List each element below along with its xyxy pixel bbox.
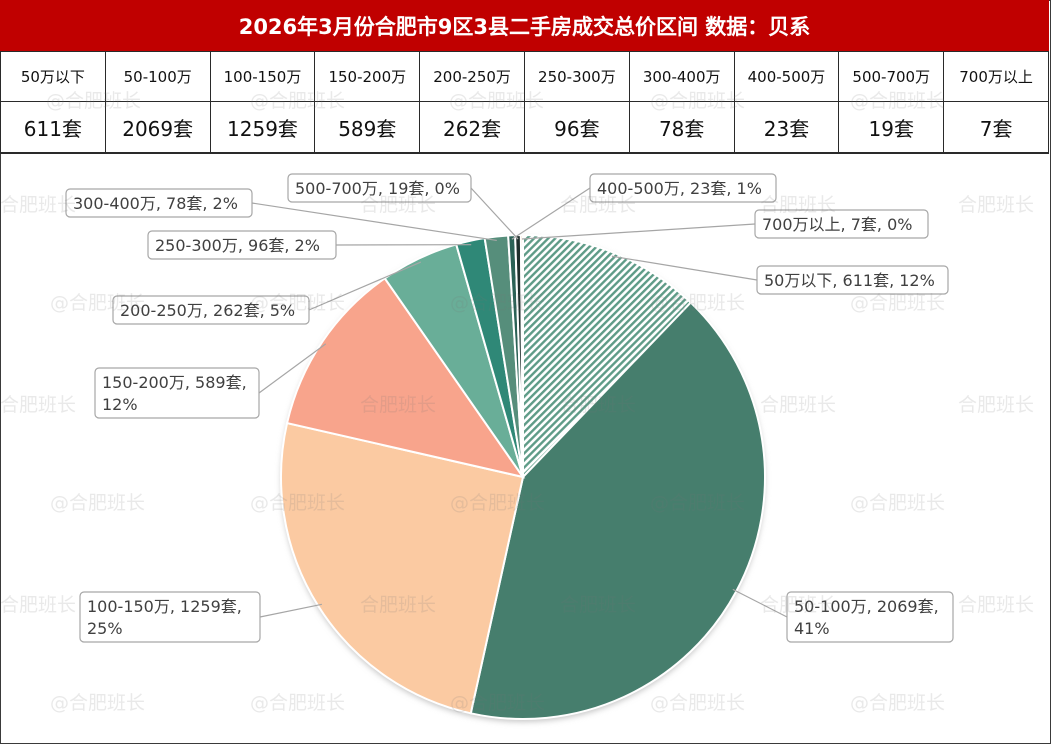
chart-title: 2026年3月份合肥市9区3县二手房成交总价区间 数据：贝系 (0, 0, 1049, 52)
data-label-text: 50-100万, 2069套, (794, 597, 939, 616)
label-leader-lines (251, 187, 788, 618)
data-label-text: 50万以下, 611套, 12% (764, 271, 935, 290)
summary-value-cell: 1259套 (209, 101, 316, 153)
data-label-box (756, 265, 949, 295)
data-label-box (112, 295, 310, 325)
summary-header-row: 50万以下 50-100万 100-150万 150-200万 200-250万… (0, 51, 1049, 102)
summary-value-cell: 262套 (419, 101, 525, 153)
summary-value-cell: 7套 (943, 101, 1049, 153)
summary-value-cell: 19套 (838, 101, 945, 153)
summary-header-cell: 200-250万 (419, 51, 525, 102)
summary-value-cell: 23套 (733, 101, 840, 153)
pie-slices (280, 233, 766, 720)
data-label-6: 300-400万, 78套, 2% (65, 188, 253, 218)
data-label-box (94, 367, 260, 419)
data-label-text: 200-250万, 262套, 5% (120, 301, 295, 320)
leader-line-8 (470, 187, 519, 240)
data-label-text: 700万以上, 7套, 0% (762, 215, 912, 234)
data-label-text: 41% (794, 619, 830, 638)
data-label-box (589, 173, 777, 203)
chart-title-text: 2026年3月份合肥市9区3县二手房成交总价区间 数据：贝系 (238, 14, 811, 39)
summary-header-cell: 300-400万 (628, 51, 735, 102)
data-label-box (65, 188, 253, 218)
data-label-box (287, 173, 472, 203)
summary-header-cell: 700万以上 (943, 51, 1049, 102)
data-label-9: 700万以上, 7套, 0% (754, 209, 929, 239)
data-label-box (754, 209, 929, 239)
data-label-8: 500-700万, 19套, 0% (287, 173, 472, 203)
data-label-box (786, 591, 954, 643)
summary-header-cell: 250-300万 (523, 51, 630, 102)
summary-header-cell: 150-200万 (314, 51, 421, 102)
leader-line-4 (308, 261, 422, 311)
data-label-box (147, 230, 337, 260)
data-label-text: 250-300万, 96套, 2% (155, 236, 320, 255)
summary-header-cell: 50-100万 (104, 51, 211, 102)
pie-slice-3 (285, 276, 526, 479)
summary-header-cell: 100-150万 (209, 51, 316, 102)
summary-table: 50万以下 50-100万 100-150万 150-200万 200-250万… (0, 51, 1049, 153)
summary-header-cell: 50万以下 (0, 51, 106, 102)
data-label-text: 12% (102, 395, 138, 414)
leader-line-6 (251, 202, 497, 242)
pie-chart: 50万以下, 611套, 12% 50-100万, 2069套, 41% 100-15… (65, 173, 954, 722)
table-divider (0, 152, 1049, 154)
leader-line-1 (732, 588, 788, 618)
summary-value-cell: 611套 (0, 101, 106, 153)
summary-value-cell: 589套 (314, 101, 421, 153)
leader-line-9 (521, 223, 756, 240)
data-labels: 50万以下, 611套, 12% 50-100万, 2069套, 41% 100-15… (65, 173, 954, 643)
leader-line-7 (511, 187, 591, 240)
data-label-3: 150-200万, 589套, 12% (94, 367, 260, 419)
pie-slice-9 (519, 233, 524, 478)
pie-slice-2 (280, 421, 525, 715)
leader-line-2 (259, 603, 323, 618)
leader-line-0 (611, 255, 758, 281)
summary-value-row: 611套 2069套 1259套 589套 262套 96套 78套 23套 1… (0, 101, 1049, 153)
data-label-text: 300-400万, 78套, 2% (73, 194, 238, 213)
summary-header-cell: 400-500万 (733, 51, 840, 102)
data-label-text: 400-500万, 23套, 1% (597, 179, 762, 198)
data-label-5: 250-300万, 96套, 2% (147, 230, 337, 260)
data-label-text: 100-150万, 1259套, (87, 597, 242, 616)
summary-value-cell: 2069套 (104, 101, 211, 153)
summary-header-cell: 500-700万 (838, 51, 945, 102)
data-label-text: 150-200万, 589套, (102, 373, 247, 392)
data-label-text: 500-700万, 19套, 0% (295, 179, 460, 198)
summary-value-cell: 96套 (523, 101, 630, 153)
data-label-2: 100-150万, 1259套, 25% (79, 591, 261, 643)
data-label-1: 50-100万, 2069套, 41% (786, 591, 954, 643)
leader-line-3 (258, 343, 327, 394)
data-label-0: 50万以下, 611套, 12% (756, 265, 949, 295)
data-label-7: 400-500万, 23套, 1% (589, 173, 777, 203)
summary-value-cell: 78套 (628, 101, 735, 153)
pie-slice-0 (522, 233, 693, 480)
data-label-4: 200-250万, 262套, 5% (112, 295, 310, 325)
data-label-text: 25% (87, 619, 123, 638)
data-label-box (79, 591, 261, 643)
